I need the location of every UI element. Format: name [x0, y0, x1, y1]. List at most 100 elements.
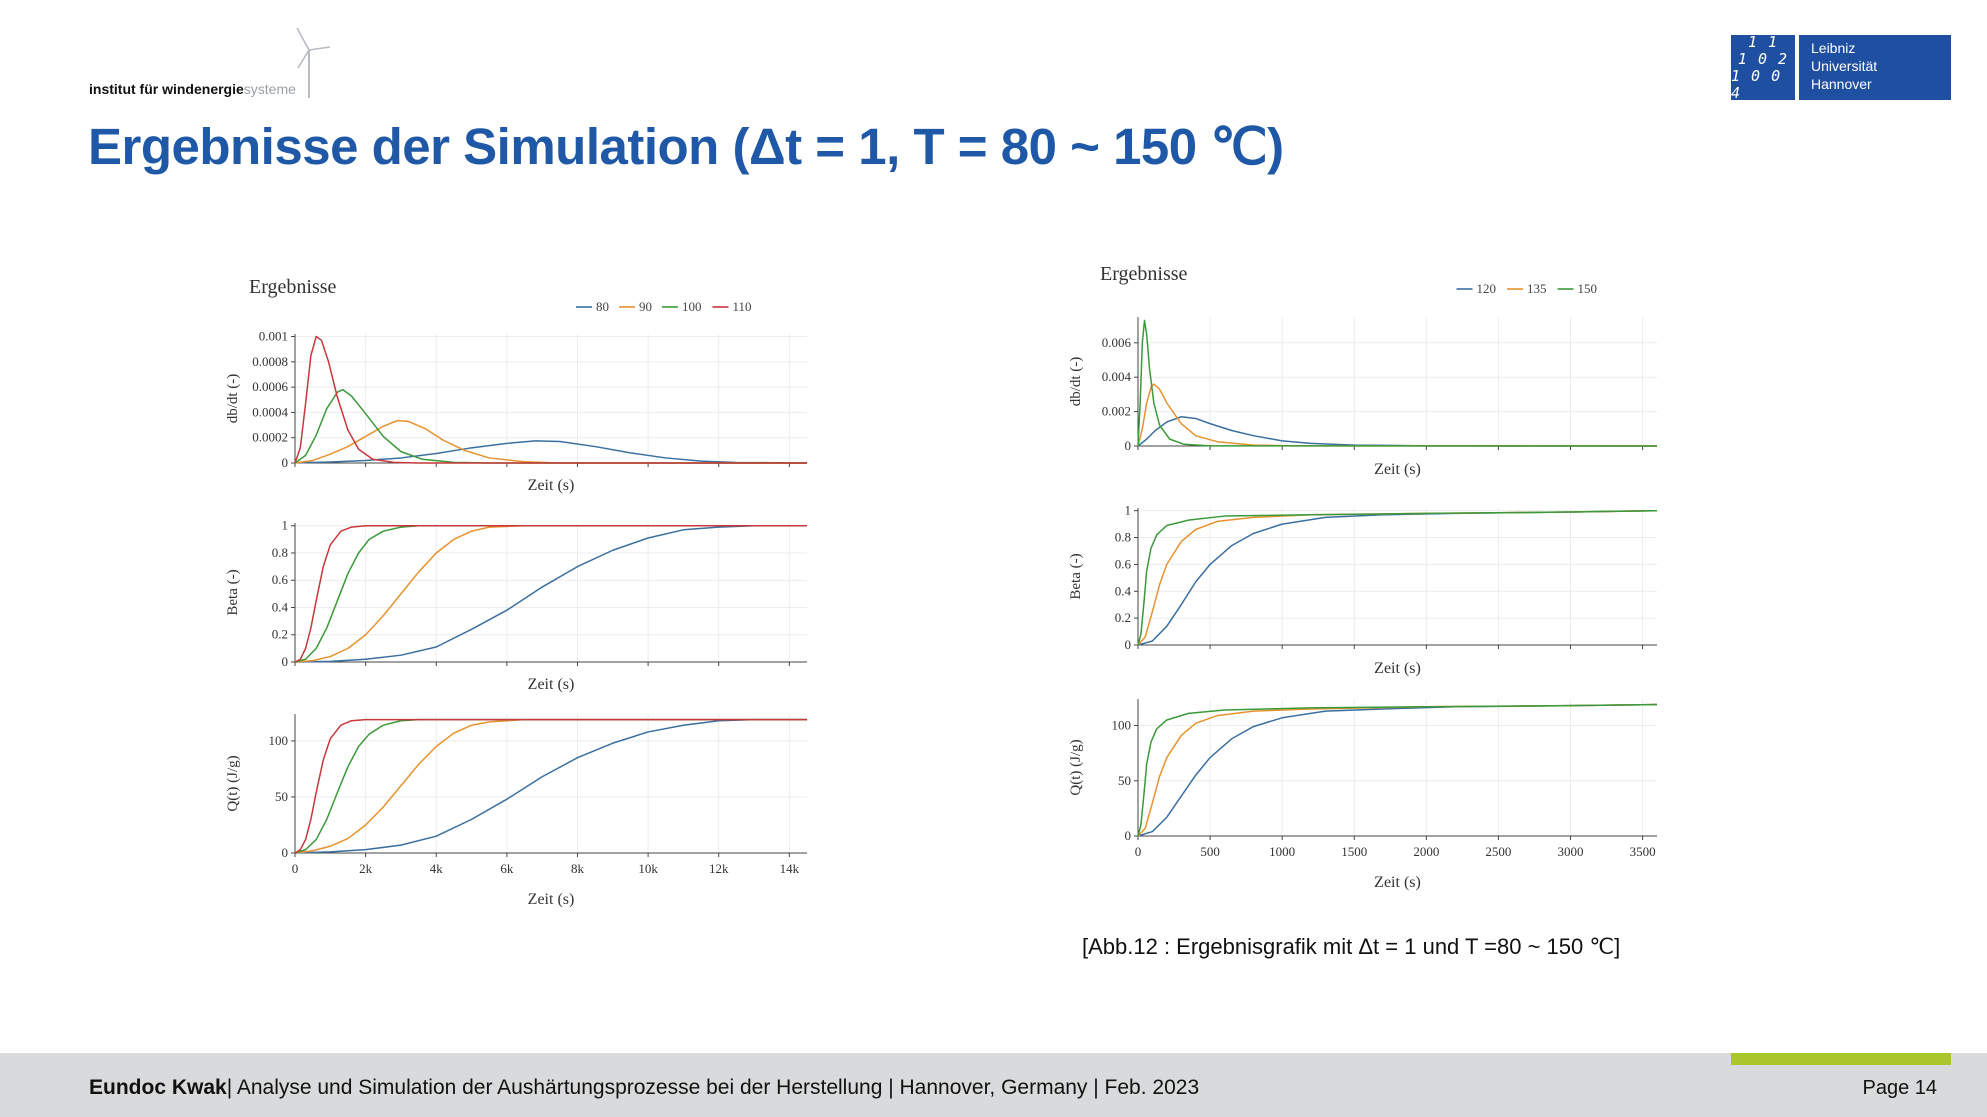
footer-accent: [1731, 1053, 1951, 1065]
chart1-ylabel-1: db/dt (-): [225, 374, 241, 424]
y-tick-label: 1: [282, 518, 289, 533]
chart2-series-120-panel-1: [1137, 416, 1658, 447]
x-tick-label: 6k: [500, 861, 514, 876]
y-tick-label: 0.0004: [252, 404, 288, 419]
university-name-1: Leibniz: [1811, 40, 1856, 56]
y-tick-label: 50: [275, 789, 288, 804]
chart2-series-120-panel-3: [1137, 703, 1658, 837]
x-tick-label: 0: [292, 861, 299, 876]
y-tick-label: 0.006: [1102, 335, 1132, 350]
y-tick-label: 1: [1125, 503, 1132, 518]
x-tick-label: 0: [1135, 844, 1142, 859]
chart1-title: Ergebnisse: [249, 276, 337, 298]
logo-digits-3: 1 0 0 4: [1731, 66, 1782, 102]
y-tick-label: 0.6: [1115, 556, 1132, 571]
chart2-ylabel-3: Q(t) (J/g): [1068, 739, 1084, 795]
x-tick-label: 1500: [1341, 844, 1367, 859]
chart2-ylabel-1: db/dt (-): [1068, 357, 1084, 407]
chart1-series-90-panel-1: [294, 419, 807, 464]
wind-turbine-icon: [296, 27, 331, 98]
y-tick-label: 0.8: [1115, 530, 1131, 545]
y-tick-label: 0: [1125, 438, 1132, 453]
chart1-xlabel-1: Zeit (s): [528, 477, 575, 494]
page-number: Page 14: [1862, 1077, 1937, 1099]
footer-bar: [0, 1053, 1987, 1117]
chart-left: Ergebnisse110100908000.00020.00040.00060…: [225, 276, 808, 908]
y-tick-label: 0.0008: [252, 354, 288, 369]
chart1-panel-1: 0 0.0002 0.0004 0.0006 0.0008 0.001 db/dt (-) Z…: [225, 329, 808, 494]
chart1-series-80-panel-3: [294, 718, 807, 854]
chart1-xlabel-3: Zeit (s): [528, 891, 575, 908]
chart1-series-90-panel-3: [294, 718, 807, 854]
y-tick-label: 0: [1125, 828, 1132, 843]
y-tick-label: 100: [269, 733, 289, 748]
y-tick-label: 0: [282, 654, 289, 669]
x-tick-label: 2500: [1485, 844, 1511, 859]
y-tick-label: 0: [282, 845, 289, 860]
chart1-panel-2: 0 0.2 0.4 0.6 0.8 1 Beta (-) Zeit (s): [225, 518, 807, 693]
logo-digits-2: 1 0 2: [1737, 49, 1789, 68]
x-tick-label: 8k: [571, 861, 585, 876]
chart2-legend-label-0: 120: [1477, 281, 1497, 296]
footer-text: Eundoc Kwak| Analyse und Simulation der …: [89, 1076, 1199, 1100]
chart1-series-100-panel-1: [294, 388, 807, 464]
y-tick-label: 0.002: [1102, 404, 1131, 419]
chart2-series-135-panel-1: [1137, 383, 1658, 447]
chart2-series-135-panel-3: [1137, 703, 1658, 837]
footer-info: | Analyse und Simulation der Aushärtungs…: [226, 1076, 1200, 1099]
chart2-series-120-panel-2: [1137, 509, 1658, 646]
chart2-legend-label-1: 135: [1527, 281, 1547, 296]
figure-caption: [Abb.12 : Ergebnisgrafik mit Δt = 1 und …: [1082, 934, 1621, 959]
x-tick-label: 10k: [638, 861, 658, 876]
page-title: Ergebnisse der Simulation (Δt = 1, T = 8…: [88, 118, 1284, 175]
y-tick-label: 0.8: [272, 545, 288, 560]
y-tick-label: 50: [1118, 773, 1131, 788]
chart1-series-100-panel-3: [294, 718, 807, 854]
university-name-2: Universität: [1811, 58, 1878, 74]
x-tick-label: 2k: [359, 861, 373, 876]
chart1-xlabel-2: Zeit (s): [528, 676, 575, 693]
chart1-legend-label-0: 80: [596, 299, 609, 314]
chart2-panel-2: 0 0.2 0.4 0.6 0.8 1 Beta (-) Zeit (s): [1068, 503, 1658, 677]
x-tick-label: 14k: [780, 861, 800, 876]
y-tick-label: 0.001: [259, 329, 288, 344]
y-tick-label: 0.4: [272, 599, 289, 614]
chart-right: Ergebnisse15013512000.0020.0040.006db/dt…: [1068, 263, 1658, 891]
institute-name: institut für windenergiesysteme: [89, 81, 296, 97]
university-logo-name: Leibniz Universität Hannover: [1799, 35, 1951, 100]
y-tick-label: 0.2: [272, 627, 288, 642]
university-name-3: Hannover: [1811, 76, 1872, 92]
institute-name-bold: institut für windenergie: [89, 81, 244, 97]
x-tick-label: 2000: [1413, 844, 1439, 859]
university-logo-mark: 1 1 1 0 2 1 0 0 4: [1731, 32, 1795, 102]
chart1-ylabel-2: Beta (-): [225, 569, 241, 615]
chart2-panel-1: 0 0.002 0.004 0.006 db/dt (-) Zeit (s): [1068, 317, 1658, 478]
chart1-series-80-panel-1: [294, 440, 808, 464]
x-tick-label: 12k: [709, 861, 729, 876]
y-tick-label: 0.0006: [252, 379, 288, 394]
chart1-legend-label-2: 100: [682, 299, 702, 314]
chart2-series-150-panel-3: [1137, 703, 1658, 837]
chart2-series-150-panel-1: [1137, 319, 1658, 447]
y-tick-label: 100: [1112, 718, 1132, 733]
chart1-ylabel-3: Q(t) (J/g): [225, 755, 241, 811]
y-tick-label: 0: [282, 455, 289, 470]
x-tick-label: 1000: [1269, 844, 1295, 859]
chart1-series-110-panel-1: [294, 335, 807, 464]
chart2-xlabel-1: Zeit (s): [1374, 461, 1421, 478]
chart1-legend-label-1: 90: [639, 299, 652, 314]
x-tick-label: 3500: [1630, 844, 1656, 859]
chart2-xlabel-2: Zeit (s): [1374, 660, 1421, 677]
logo-digits-1: 1 1: [1747, 32, 1779, 51]
y-tick-label: 0.0002: [252, 430, 288, 445]
y-tick-label: 0.004: [1102, 369, 1132, 384]
chart2-title: Ergebnisse: [1100, 263, 1188, 285]
chart1-series-110-panel-2: [294, 524, 807, 663]
y-tick-label: 0.6: [272, 572, 289, 587]
chart2-legend-label-2: 150: [1578, 281, 1598, 296]
x-tick-label: 3000: [1558, 844, 1584, 859]
university-logo: 1 1 1 0 2 1 0 0 4 Leibniz Universität Ha…: [1731, 32, 1951, 102]
chart2-ylabel-2: Beta (-): [1068, 553, 1084, 599]
y-tick-label: 0.4: [1115, 583, 1132, 598]
